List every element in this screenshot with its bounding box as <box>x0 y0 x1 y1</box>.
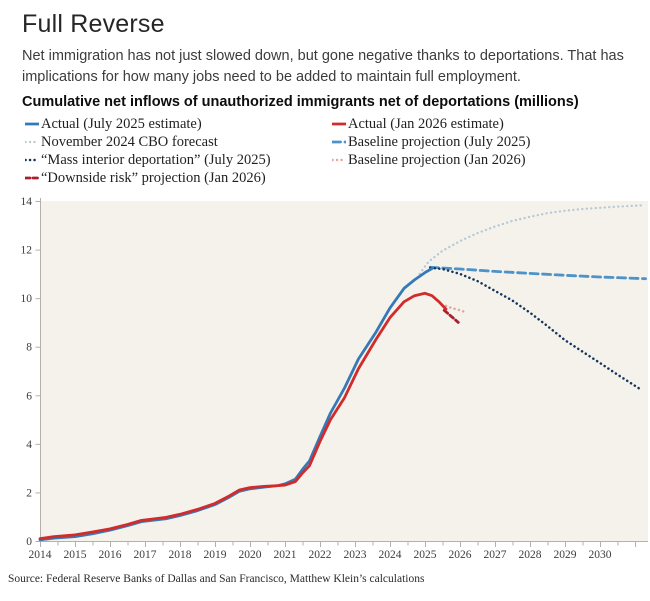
chart-legend: Actual (July 2025 estimate) November 2024… <box>25 115 650 187</box>
series-line-baseline-jul2025 <box>428 266 647 281</box>
legend-marker-solid-icon <box>25 122 39 126</box>
series-line-downside-risk <box>442 309 460 324</box>
y-tick-label: 12 <box>21 245 33 257</box>
legend-item-baseline-jul2025: Baseline projection (July 2025) <box>332 133 650 151</box>
y-tick-label: 4 <box>26 439 32 451</box>
x-tick-label: 2022 <box>309 549 332 561</box>
x-tick-label: 2030 <box>589 549 612 561</box>
series-line-actual-jan2026 <box>38 292 448 541</box>
line-chart: 0 2 4 6 8 10 12 14 2014 2015 2016 2017 2018 2019 2020 2… <box>21 196 648 561</box>
series-line-mass-deportation <box>429 266 642 391</box>
legend-label: “Downside risk” projection (Jan 2026) <box>41 170 266 187</box>
y-tick-label: 0 <box>26 536 32 548</box>
x-tick-label: 2024 <box>379 549 402 561</box>
page-title: Full Reverse <box>22 10 165 38</box>
x-tick-label: 2019 <box>204 549 227 561</box>
legend-marker-dotted-icon <box>25 158 39 162</box>
x-tick-label: 2020 <box>239 549 262 561</box>
legend-column: Actual (Jan 2026 estimate) Baseline proje… <box>332 115 650 187</box>
legend-marker-solid-icon <box>332 122 346 126</box>
x-tick-label: 2021 <box>274 549 297 561</box>
x-tick-label: 2023 <box>344 549 367 561</box>
x-tick-label: 2028 <box>519 549 542 561</box>
y-tick-label: 6 <box>26 390 32 402</box>
plot-background <box>40 201 648 542</box>
x-tick-label: 2015 <box>64 549 87 561</box>
legend-label: “Mass interior deportation” (July 2025) <box>41 152 271 169</box>
legend-item-mass-deportation: “Mass interior deportation” (July 2025) <box>25 151 332 169</box>
y-tick-label: 14 <box>21 196 33 208</box>
x-tick-label: 2017 <box>134 549 157 561</box>
series-line-baseline-jan2026 <box>444 304 465 313</box>
legend-item-actual-jul2025: Actual (July 2025 estimate) <box>25 115 332 133</box>
subtitle: Net immigration has not just slowed down… <box>22 48 624 85</box>
legend-item-downside-risk: “Downside risk” projection (Jan 2026) <box>25 169 332 187</box>
y-tick-label: 10 <box>21 293 33 305</box>
legend-label: Baseline projection (July 2025) <box>348 134 531 151</box>
legend-item-actual-jan2026: Actual (Jan 2026 estimate) <box>332 115 650 133</box>
legend-marker-dashed-icon <box>332 140 346 144</box>
x-tick-label: 2025 <box>414 549 437 561</box>
x-tick-label: 2014 <box>29 549 52 561</box>
y-tick-label: 2 <box>26 488 32 500</box>
x-tick-label: 2016 <box>99 549 122 561</box>
legend-label: Actual (Jan 2026 estimate) <box>348 116 504 133</box>
x-tick-label: 2027 <box>484 549 507 561</box>
legend-label: Actual (July 2025 estimate) <box>41 116 202 133</box>
legend-marker-dotted-icon <box>332 158 346 162</box>
legend-label: Baseline projection (Jan 2026) <box>348 152 526 169</box>
chart-heading: Cumulative net inflows of unauthorized i… <box>22 94 579 111</box>
legend-item-cbo-forecast: November 2024 CBO forecast <box>25 133 332 151</box>
legend-item-baseline-jan2026: Baseline projection (Jan 2026) <box>332 151 650 169</box>
legend-marker-dashed-short-icon <box>25 176 39 180</box>
x-tick-label: 2026 <box>449 549 472 561</box>
chart-area: 0 2 4 6 8 10 12 14 2014 2015 2016 2017 2018 2019 2020 2… <box>0 193 650 572</box>
series-line-cbo-forecast <box>418 204 644 276</box>
y-tick-label: 8 <box>26 342 32 354</box>
x-tick-label: 2018 <box>169 549 192 561</box>
source-note: Source: Federal Reserve Banks of Dallas … <box>8 573 425 586</box>
legend-label: November 2024 CBO forecast <box>41 134 218 151</box>
legend-marker-dotted-icon <box>25 141 39 144</box>
legend-column: Actual (July 2025 estimate) November 2024… <box>25 115 332 187</box>
x-tick-label: 2029 <box>554 549 577 561</box>
